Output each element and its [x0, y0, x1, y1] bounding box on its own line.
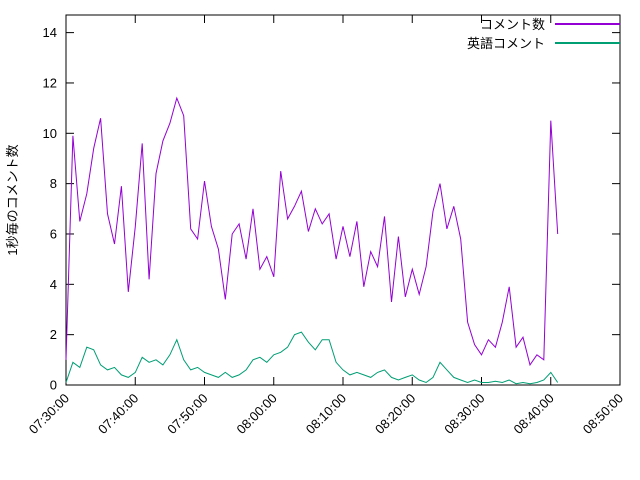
series-line-0 — [65, 96, 559, 367]
legend: コメント数 英語コメント — [467, 14, 620, 52]
y-tick-label: 14 — [43, 25, 57, 40]
x-tick-label: 07:30:00 — [26, 391, 72, 437]
x-tick-label: 08:40:00 — [510, 391, 556, 437]
legend-label-english: 英語コメント — [466, 36, 545, 51]
x-tick-label: 08:30:00 — [441, 391, 487, 437]
series-line-1 — [65, 331, 559, 385]
y-tick-label: 0 — [50, 378, 57, 393]
x-tick-label: 07:50:00 — [164, 391, 210, 437]
x-tick-label: 08:10:00 — [303, 391, 349, 437]
legend-item-english: 英語コメント — [467, 33, 620, 52]
x-tick-label: 07:40:00 — [95, 391, 141, 437]
x-tick-label: 08:00:00 — [233, 391, 279, 437]
legend-line-sample-comments — [555, 22, 620, 25]
y-tick-label: 6 — [50, 226, 57, 241]
x-tick-label: 08:20:00 — [372, 391, 418, 437]
legend-item-comments: コメント数 — [467, 14, 620, 33]
plot-border — [65, 14, 621, 386]
y-tick-label: 10 — [43, 126, 57, 141]
y-tick-label: 8 — [50, 176, 57, 191]
y-tick-label: 12 — [43, 75, 57, 90]
x-tick-label: 08:50:00 — [580, 391, 626, 437]
y-axis-title: 1秒毎のコメント数 — [5, 144, 20, 255]
legend-label-comments: コメント数 — [479, 17, 545, 32]
y-tick-label: 2 — [50, 327, 57, 342]
y-tick-label: 4 — [50, 277, 57, 292]
legend-line-sample-english — [555, 41, 620, 44]
